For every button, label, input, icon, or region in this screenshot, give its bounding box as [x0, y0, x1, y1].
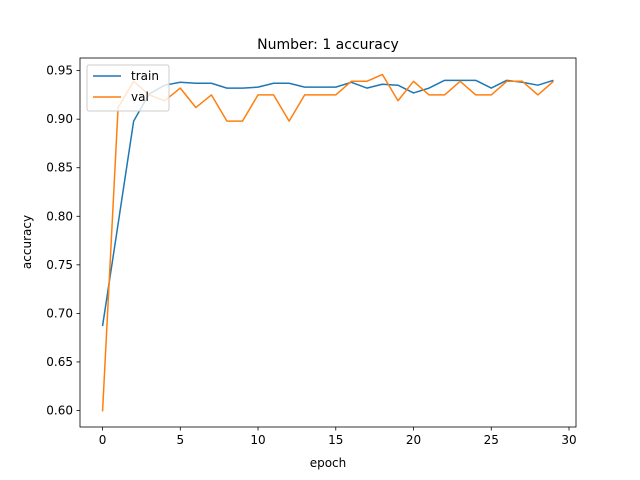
series-line-val [101, 73, 554, 412]
y-axis-label: accuracy [20, 215, 34, 269]
legend-label-val: val [131, 90, 149, 104]
lines-layer [101, 73, 554, 412]
y-tick-label: 0.70 [46, 306, 73, 320]
x-tick-label: 10 [250, 433, 265, 447]
x-axis-label: epoch [310, 456, 347, 470]
y-tick-label: 0.60 [46, 403, 73, 417]
plot-frame [79, 57, 577, 428]
x-tick-label: 0 [99, 433, 107, 447]
legend: train val [86, 64, 170, 112]
y-tick-label: 0.65 [46, 355, 73, 369]
y-tick-label: 0.90 [46, 112, 73, 126]
x-tick-label: 5 [176, 433, 184, 447]
chart-title: Number: 1 accuracy [257, 37, 399, 53]
legend-label-train: train [131, 69, 159, 83]
y-tick-label: 0.85 [46, 161, 73, 175]
x-tick-label: 20 [406, 433, 421, 447]
y-tick-label: 0.75 [46, 258, 73, 272]
x-tick-label: 15 [328, 433, 343, 447]
y-tick-label: 0.80 [46, 209, 73, 223]
y-ticks: 0.60 0.65 0.70 0.75 0.80 0.85 0.90 0.95 [46, 64, 80, 417]
x-ticks: 0 5 10 15 20 25 30 [99, 427, 577, 447]
x-tick-label: 30 [561, 433, 576, 447]
series-line-train [101, 79, 554, 327]
x-tick-label: 25 [484, 433, 499, 447]
y-tick-label: 0.95 [46, 64, 73, 78]
